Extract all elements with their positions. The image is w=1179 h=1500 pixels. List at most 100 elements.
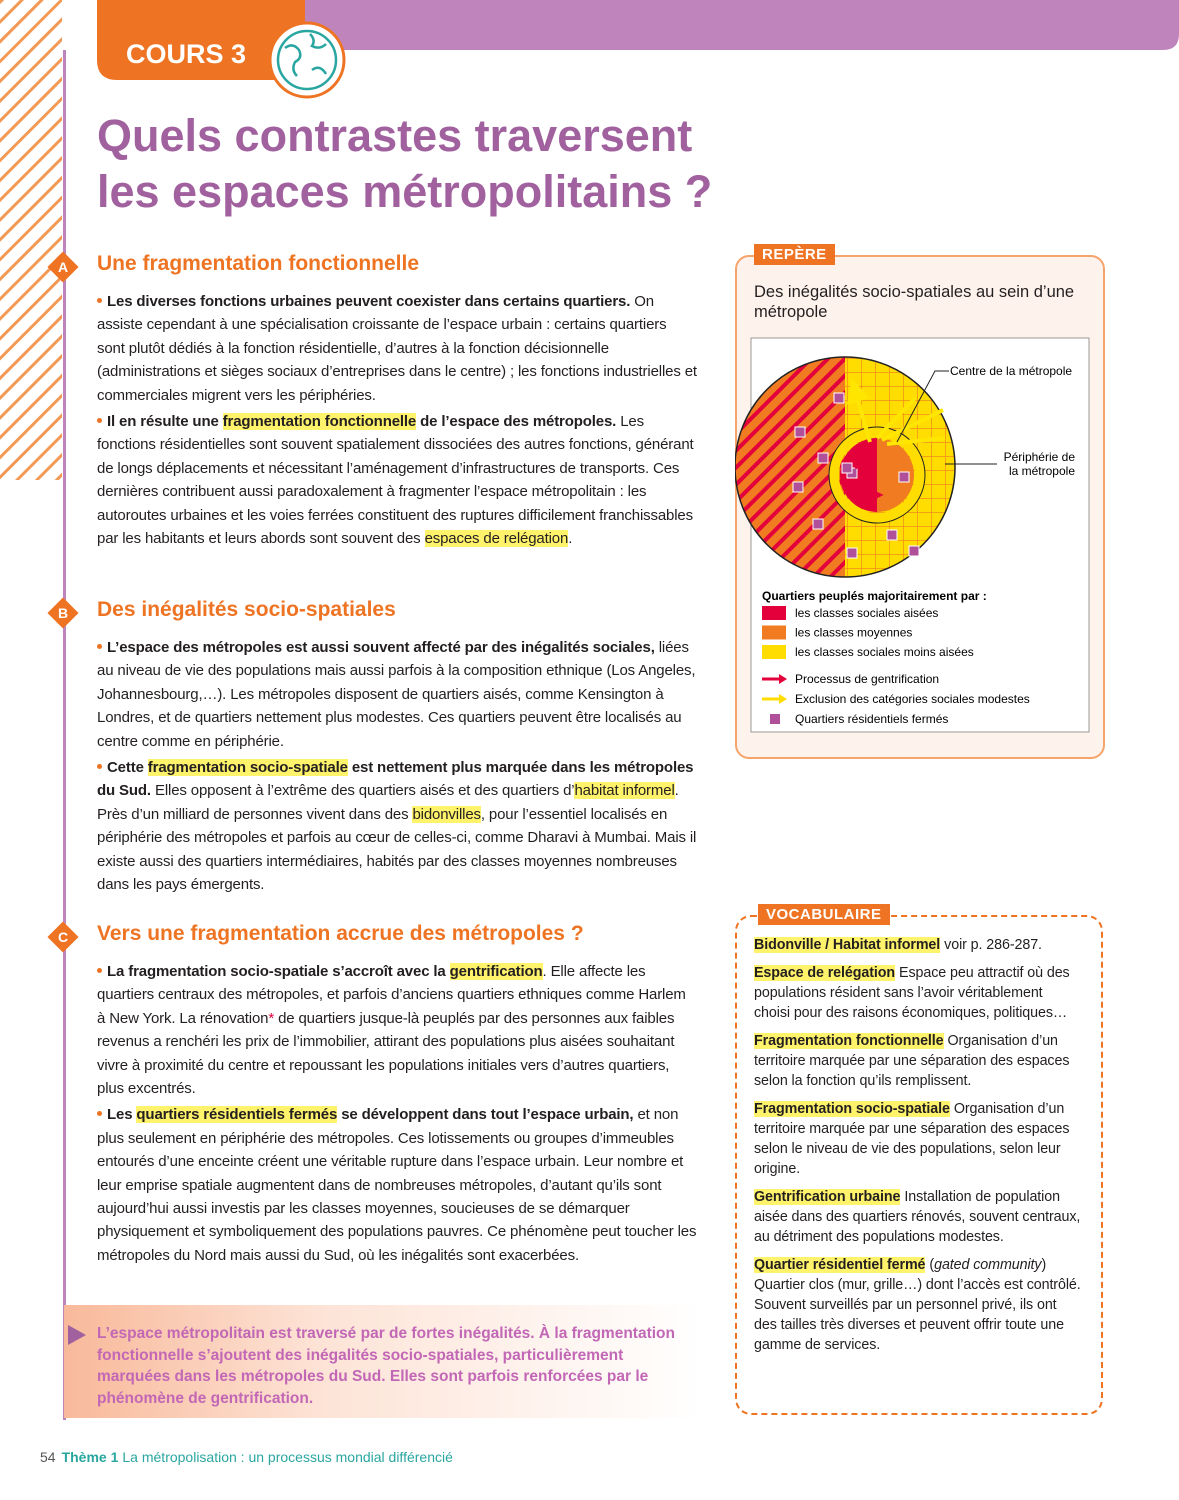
- gated-community: [898, 471, 910, 483]
- vocab-entry: Fragmentation socio-spatiale Organisation…: [754, 1099, 1082, 1179]
- gated-community: [817, 452, 829, 464]
- summary-arrow: [68, 1325, 86, 1345]
- text-run: . Près d’un milliard de personnes vivent…: [97, 782, 679, 823]
- title: Quels contrastes traversent les espaces …: [97, 108, 712, 220]
- text-run: .: [568, 530, 573, 548]
- vocab-entry: Bidonville / Habitat informel voir p. 286…: [754, 935, 1082, 955]
- vocab-definition: Organisation d’un territoire marquée par…: [754, 1101, 1070, 1177]
- text-run: ) Quartier clos (mur, grille…) dont l’ac…: [754, 1257, 1081, 1353]
- text-run-hl: habitat informel: [574, 782, 675, 800]
- periphery-label: la métropole: [1009, 464, 1075, 478]
- paragraph: La fragmentation socio-spatiale s’accroî…: [97, 960, 697, 1100]
- text-run-mark: fragmentation socio-spatiale: [147, 759, 348, 777]
- legend-label: Quartiers résidentiels fermés: [795, 712, 948, 726]
- vocab-entry: Espace de relégation Espace peu attractif…: [754, 963, 1082, 1023]
- section-body: L’espace des métropoles est aussi souven…: [97, 636, 697, 899]
- vocab-entry: Gentrification urbaine Installation de po…: [754, 1187, 1082, 1247]
- gated-community: [886, 529, 898, 541]
- legend-swatch: [762, 606, 786, 620]
- title-line: Quels contrastes traversent: [97, 110, 693, 161]
- text-run-it: gated community: [934, 1257, 1042, 1273]
- text-run-bold: se développent dans tout l’espace urbain…: [337, 1106, 634, 1124]
- text-run-mark: quartiers résidentiels fermés: [136, 1106, 338, 1124]
- page-number: 54: [40, 1449, 56, 1465]
- section-letter: B: [57, 605, 69, 621]
- text-run-bold: L’espace des métropoles est aussi souven…: [107, 639, 655, 656]
- repere-title: Des inégalités socio-spatiales au sein d…: [754, 283, 1075, 321]
- text-run: On assiste cependant à une spécialisatio…: [97, 293, 697, 404]
- theme: Thème 1: [61, 1449, 119, 1465]
- paragraph: Les diverses fonctions urbaines peuvent …: [97, 290, 697, 407]
- periphery-label: Périphérie de: [1004, 450, 1076, 464]
- vocab-box: [735, 915, 1103, 1415]
- vocab-term: Fragmentation fonctionnelle: [754, 1033, 944, 1049]
- section-heading: Des inégalités socio-spatiales: [97, 598, 396, 621]
- theme-title: La métropolisation : un processus mondia…: [122, 1449, 453, 1465]
- repere-label: REPÈRE: [754, 244, 835, 265]
- text-run-bold: de l’espace des métropoles.: [416, 413, 617, 431]
- legend-swatch: [762, 645, 786, 659]
- summary-box: L’espace métropolitain est traversé par …: [64, 1305, 700, 1418]
- text-run: liées au niveau de vie des populations m…: [97, 639, 696, 750]
- gated-community: [792, 481, 804, 493]
- vocab-term: Espace de relégation: [754, 965, 896, 981]
- legend-label: les classes sociales aisées: [795, 606, 938, 620]
- footer: 54 Thème 1 La métropolisation : un process…: [40, 1449, 453, 1465]
- diagram: Centre de la métropole Périphérie de la …: [735, 337, 1090, 733]
- vocab-definition: voir p. 286-287.: [944, 937, 1042, 953]
- section-heading: Une fragmentation fonctionnelle: [97, 252, 420, 275]
- center-zone: [829, 427, 925, 523]
- vocab-term: Gentrification urbaine: [754, 1189, 901, 1205]
- text-run-bold: Cette: [107, 759, 148, 777]
- paragraph: Les quartiers résidentiels fermés se dév…: [97, 1103, 697, 1267]
- legend-title: Quartiers peuplés majoritairement par :: [762, 589, 987, 603]
- gated-community: [794, 426, 806, 438]
- text-run-hl: bidonvilles: [412, 805, 481, 823]
- vocab-definition: Espace peu attractif où des populations …: [754, 965, 1070, 1021]
- vocab-list: Bidonville / Habitat informel voir p. 286…: [754, 935, 1082, 1363]
- text-run-bold: La fragmentation socio-spatiale s’accroî…: [107, 963, 450, 980]
- section-body: Les diverses fonctions urbaines peuvent …: [97, 290, 697, 553]
- text-run: , pour l’essentiel localisés en périphér…: [97, 805, 697, 894]
- legend-label: Exclusion des catégories sociales modest…: [795, 692, 1030, 706]
- section-heading: Vers une fragmentation accrue des métrop…: [97, 922, 584, 945]
- title-line: les espaces métropolitains ?: [97, 166, 713, 217]
- vocab-term: Quartier résidentiel fermé: [754, 1257, 926, 1273]
- paragraph: Cette fragmentation socio-spatiale est n…: [97, 756, 697, 896]
- legend-square: [770, 714, 780, 724]
- gated-community: [908, 545, 920, 557]
- legend-label: les classes moyennes: [795, 626, 912, 640]
- vocab-term: Fragmentation socio-spatiale: [754, 1101, 950, 1117]
- legend-swatch: [762, 625, 786, 640]
- center-label: Centre de la métropole: [950, 364, 1072, 378]
- decor: COURS 3: [0, 0, 1179, 480]
- cours-label: COURS 3: [126, 39, 246, 69]
- center-outline: [828, 426, 926, 524]
- vocab-label: VOCABULAIRE: [758, 904, 890, 925]
- legend-arrow-head: [779, 694, 787, 704]
- vocab-entry: Fragmentation fonctionnelle Organisation …: [754, 1031, 1082, 1091]
- summary: L’espace métropolitain est traversé par …: [97, 1325, 675, 1407]
- text-run: Les fonctions résidentielles sont souven…: [97, 413, 694, 548]
- text-run-hl: espaces de relégation: [424, 530, 569, 548]
- legend-label: les classes sociales moins aisées: [795, 645, 974, 659]
- text-run: Elles opposent à l’extrême des quartiers…: [150, 782, 575, 800]
- text-run-mark: gentrification: [449, 963, 543, 980]
- gated-community: [841, 462, 853, 474]
- outline: [735, 356, 956, 578]
- text-run: (: [929, 1257, 935, 1273]
- gated-community: [846, 547, 858, 559]
- paragraph: L’espace des métropoles est aussi souven…: [97, 636, 697, 753]
- text-run: . Elle affecte les quartiers centraux de…: [97, 963, 686, 1027]
- section-letter: C: [57, 929, 69, 945]
- vocab-term: Bidonville / Habitat informel: [754, 937, 941, 953]
- text-run-note: *: [268, 1009, 275, 1027]
- margin-line: [63, 50, 66, 1420]
- section-letter: A: [57, 259, 69, 275]
- text-run-bold: Les diverses fonctions urbaines peuvent …: [107, 293, 631, 310]
- gated-community: [833, 392, 845, 404]
- section-body: La fragmentation socio-spatiale s’accroî…: [97, 960, 697, 1270]
- text-run-bold: Les: [107, 1106, 137, 1124]
- text-run: et non plus seulement en périphérie des …: [97, 1106, 697, 1264]
